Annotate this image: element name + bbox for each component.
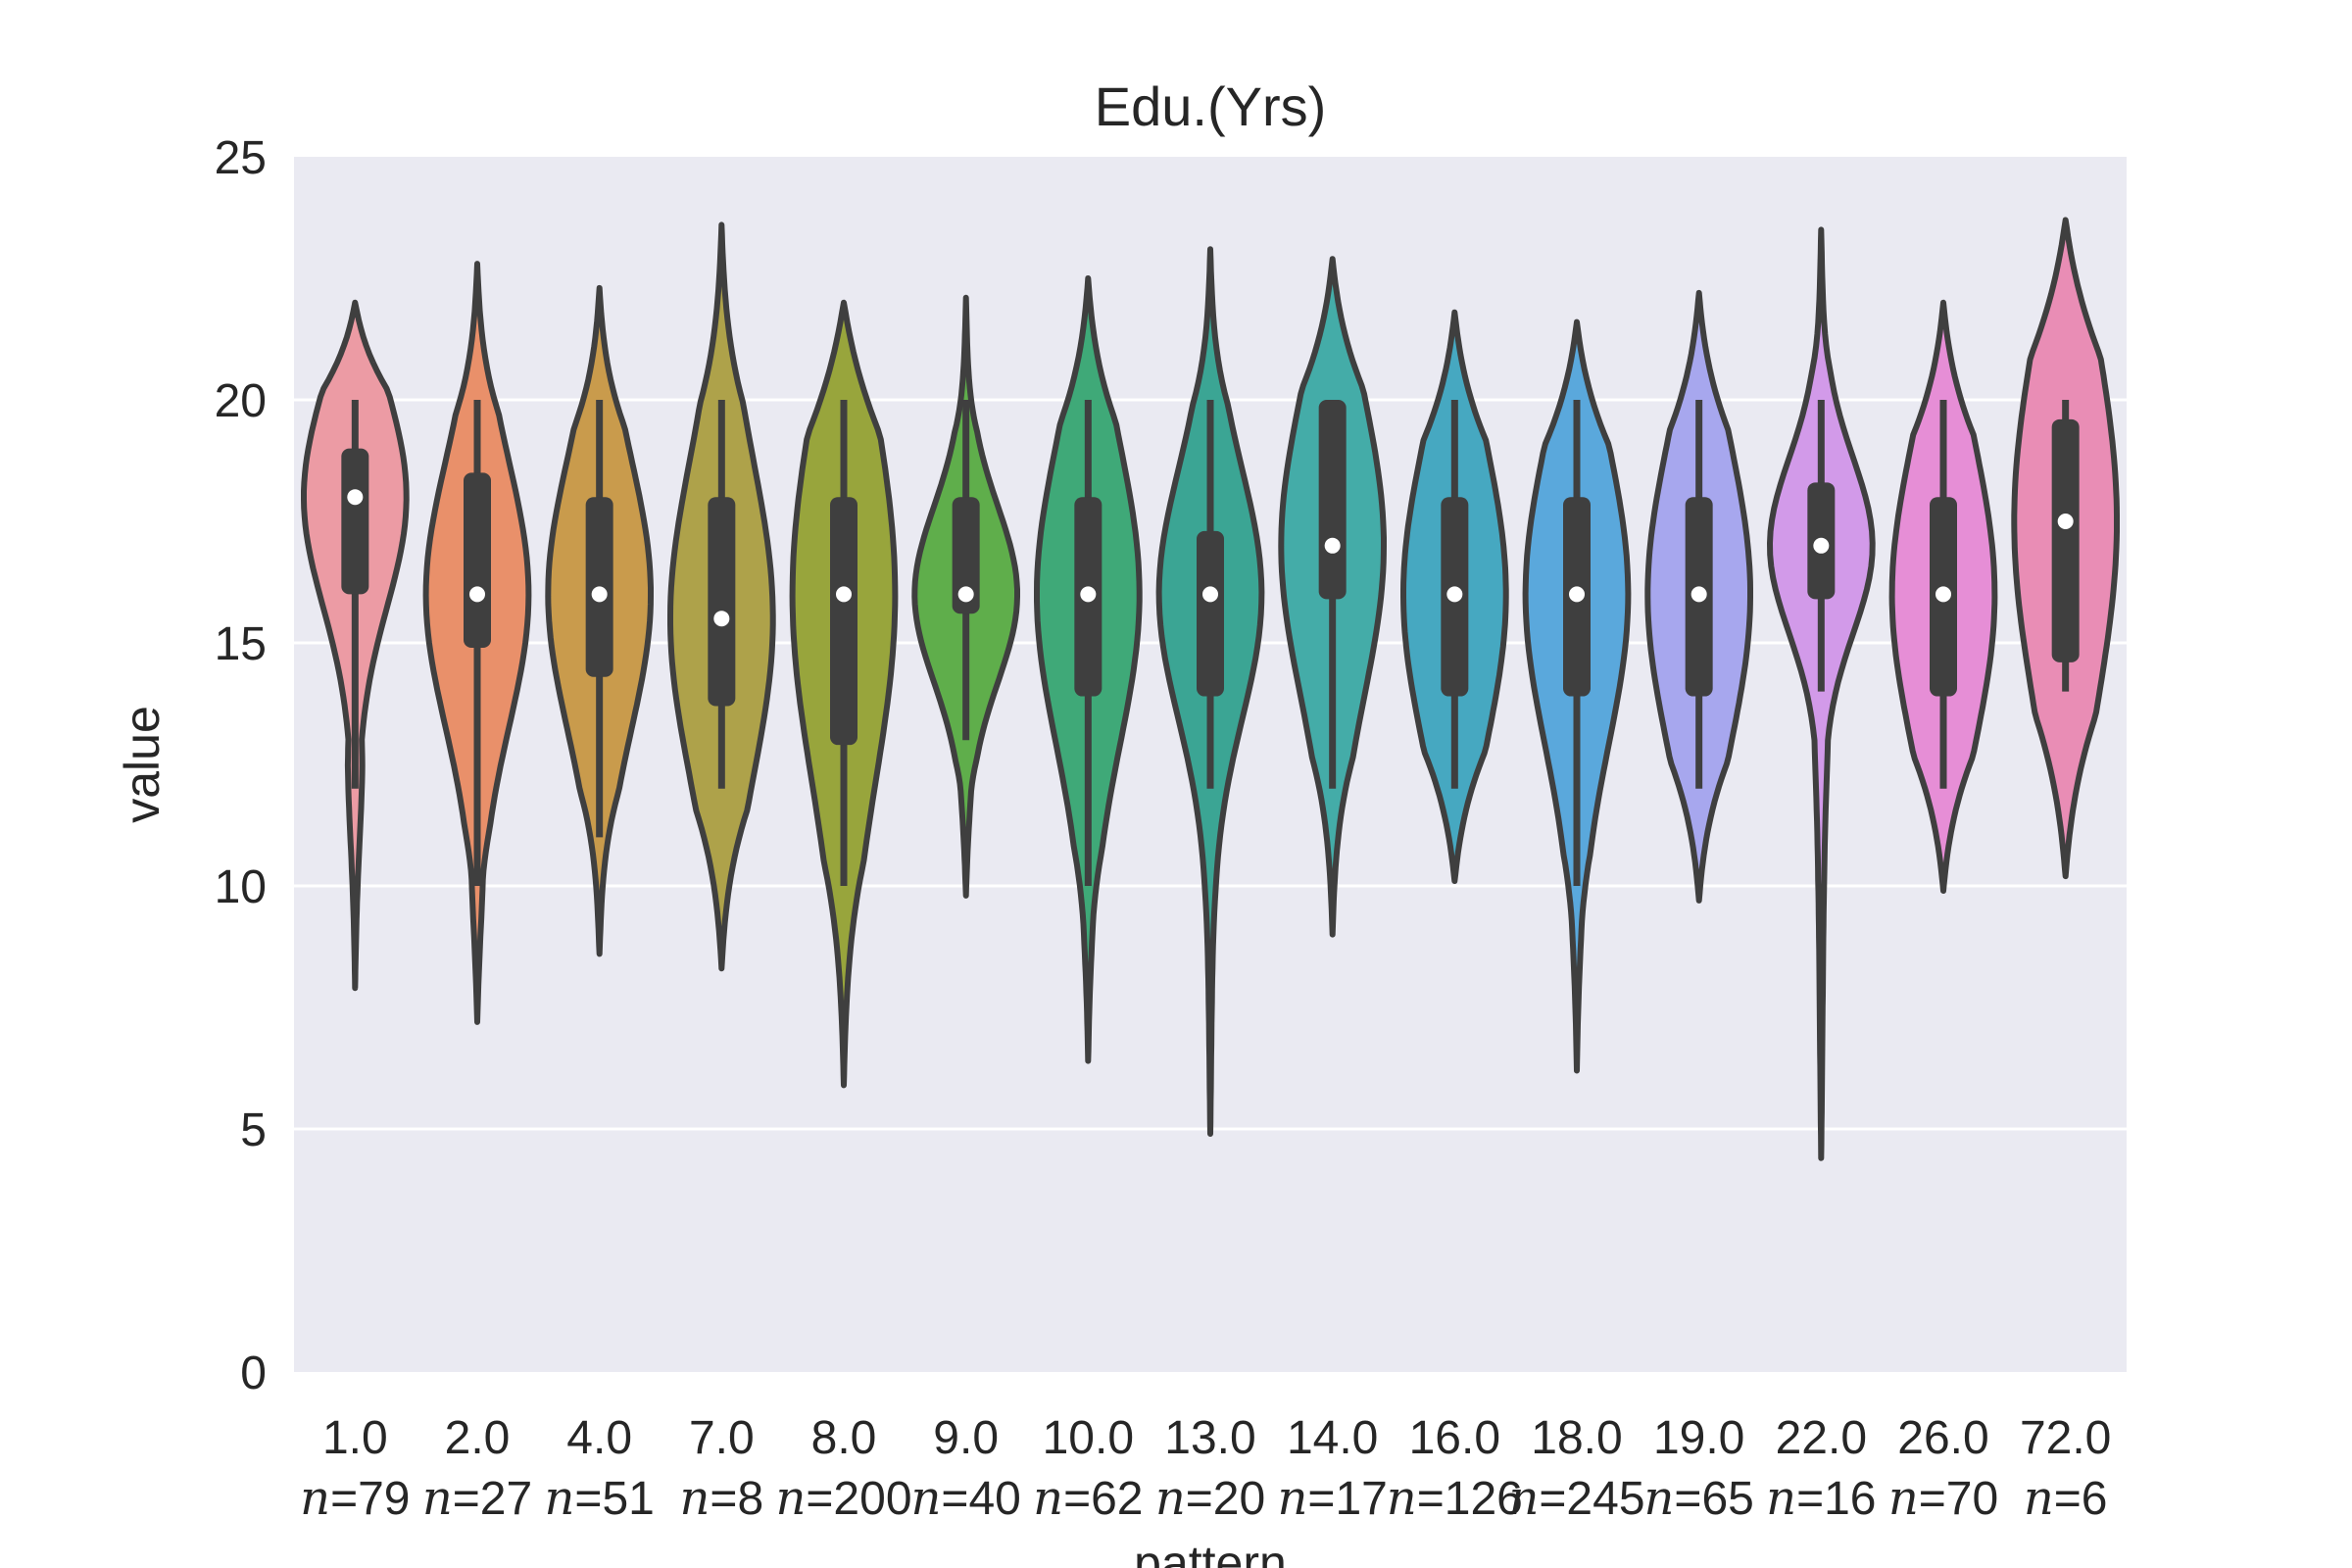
violin-median-dot [836,586,852,603]
violin-body [1767,226,1876,1161]
sample-size-label: n=16 [1766,1471,1876,1526]
sample-size-label: n=200 [775,1471,911,1526]
sample-size-label: n=8 [680,1471,764,1526]
violin-median-dot [1080,586,1097,603]
x-axis-label: pattern [1134,1536,1287,1568]
x-tick-label: 2.0 [445,1412,511,1464]
violin-4.0 [545,284,654,957]
violin-median-dot [1813,537,1830,554]
x-tick-label: 13.0 [1164,1412,1255,1464]
x-tick-label: 26.0 [1897,1412,1988,1464]
y-tick-label: 15 [215,618,267,670]
violin-26.0 [1888,299,1998,894]
sample-size-label: n=20 [1155,1471,1265,1526]
violin-2.0 [422,261,532,1025]
violin-iqr-box [1318,400,1347,600]
y-tick-label: 25 [215,132,267,184]
violin-16.0 [1400,309,1509,884]
x-tick-label: 10.0 [1043,1412,1134,1464]
y-tick-label: 0 [240,1348,267,1399]
violin-median-dot [1690,586,1707,603]
violin-iqr-box [2051,418,2080,662]
violin-8.0 [789,299,899,1089]
violin-18.0 [1522,318,1632,1074]
x-tick-label: 72.0 [2020,1412,2111,1464]
violin-7.0 [667,221,776,972]
y-tick-label: 5 [240,1104,267,1156]
x-tick-label: 8.0 [811,1412,877,1464]
violin-median-dot [1936,586,1951,603]
violin-median-dot [1446,586,1463,603]
x-tick-label: 9.0 [933,1412,999,1464]
x-tick-label: 18.0 [1531,1412,1622,1464]
sample-size-label: n=79 [300,1471,410,1526]
violin-19.0 [1644,289,1753,904]
violin-72.0 [2011,217,2120,880]
violin-iqr-box [464,472,491,648]
y-tick-label: 20 [215,375,267,427]
violin-iqr-box [952,497,980,614]
x-tick-label: 4.0 [566,1412,632,1464]
violin-median-dot [1569,586,1585,603]
x-tick-label: 19.0 [1653,1412,1744,1464]
x-tick-label: 1.0 [322,1412,388,1464]
y-axis-label: value [115,706,170,823]
sample-size-label: n=6 [2024,1471,2108,1526]
violin-median-dot [1202,586,1218,603]
violin-median-dot [713,611,730,627]
violins [301,217,2120,1161]
sample-size-label: n=27 [422,1471,532,1526]
violin-median-dot [591,586,608,603]
sample-size-label: n=40 [910,1471,1020,1526]
violin-iqr-box [708,497,736,707]
violin-median-dot [469,586,485,603]
violin-median-dot [1324,537,1341,554]
x-tick-label: 14.0 [1287,1412,1378,1464]
violin-iqr-box [1197,530,1224,697]
x-tick-label: 22.0 [1776,1412,1867,1464]
violin-9.0 [911,294,1020,899]
sample-size-label: n=70 [1888,1471,1998,1526]
violin-median-dot [2057,514,2074,529]
x-tick-label: 7.0 [689,1412,755,1464]
violin-iqr-box [830,497,858,746]
violin-10.0 [1034,275,1143,1064]
sample-size-label: n=126 [1387,1471,1523,1526]
sample-size-label: n=17 [1277,1471,1387,1526]
sample-size-label: n=245 [1508,1471,1644,1526]
sample-size-label: n=65 [1643,1471,1753,1526]
violin-22.0 [1767,226,1876,1161]
chart-title: Edu.(Yrs) [1095,75,1327,137]
violin-median-dot [347,489,364,506]
x-tick-label: 16.0 [1409,1412,1500,1464]
violin-14.0 [1278,256,1387,938]
y-tick-labels: 0 5 10 15 20 25 [215,132,267,1399]
violin-median-dot [957,586,974,603]
violin-1.0 [301,299,410,992]
violin-13.0 [1155,246,1265,1137]
sample-size-label: n=62 [1033,1471,1143,1526]
sample-size-label: n=51 [544,1471,654,1526]
y-tick-label: 10 [215,861,267,913]
violin-iqr-box [341,448,369,595]
x-tick-labels: 1.0 n=79 2.0 n=27 4.0 n=51 7.0 n=8 8.0 n=200 9.0 n=… [300,1412,2111,1526]
